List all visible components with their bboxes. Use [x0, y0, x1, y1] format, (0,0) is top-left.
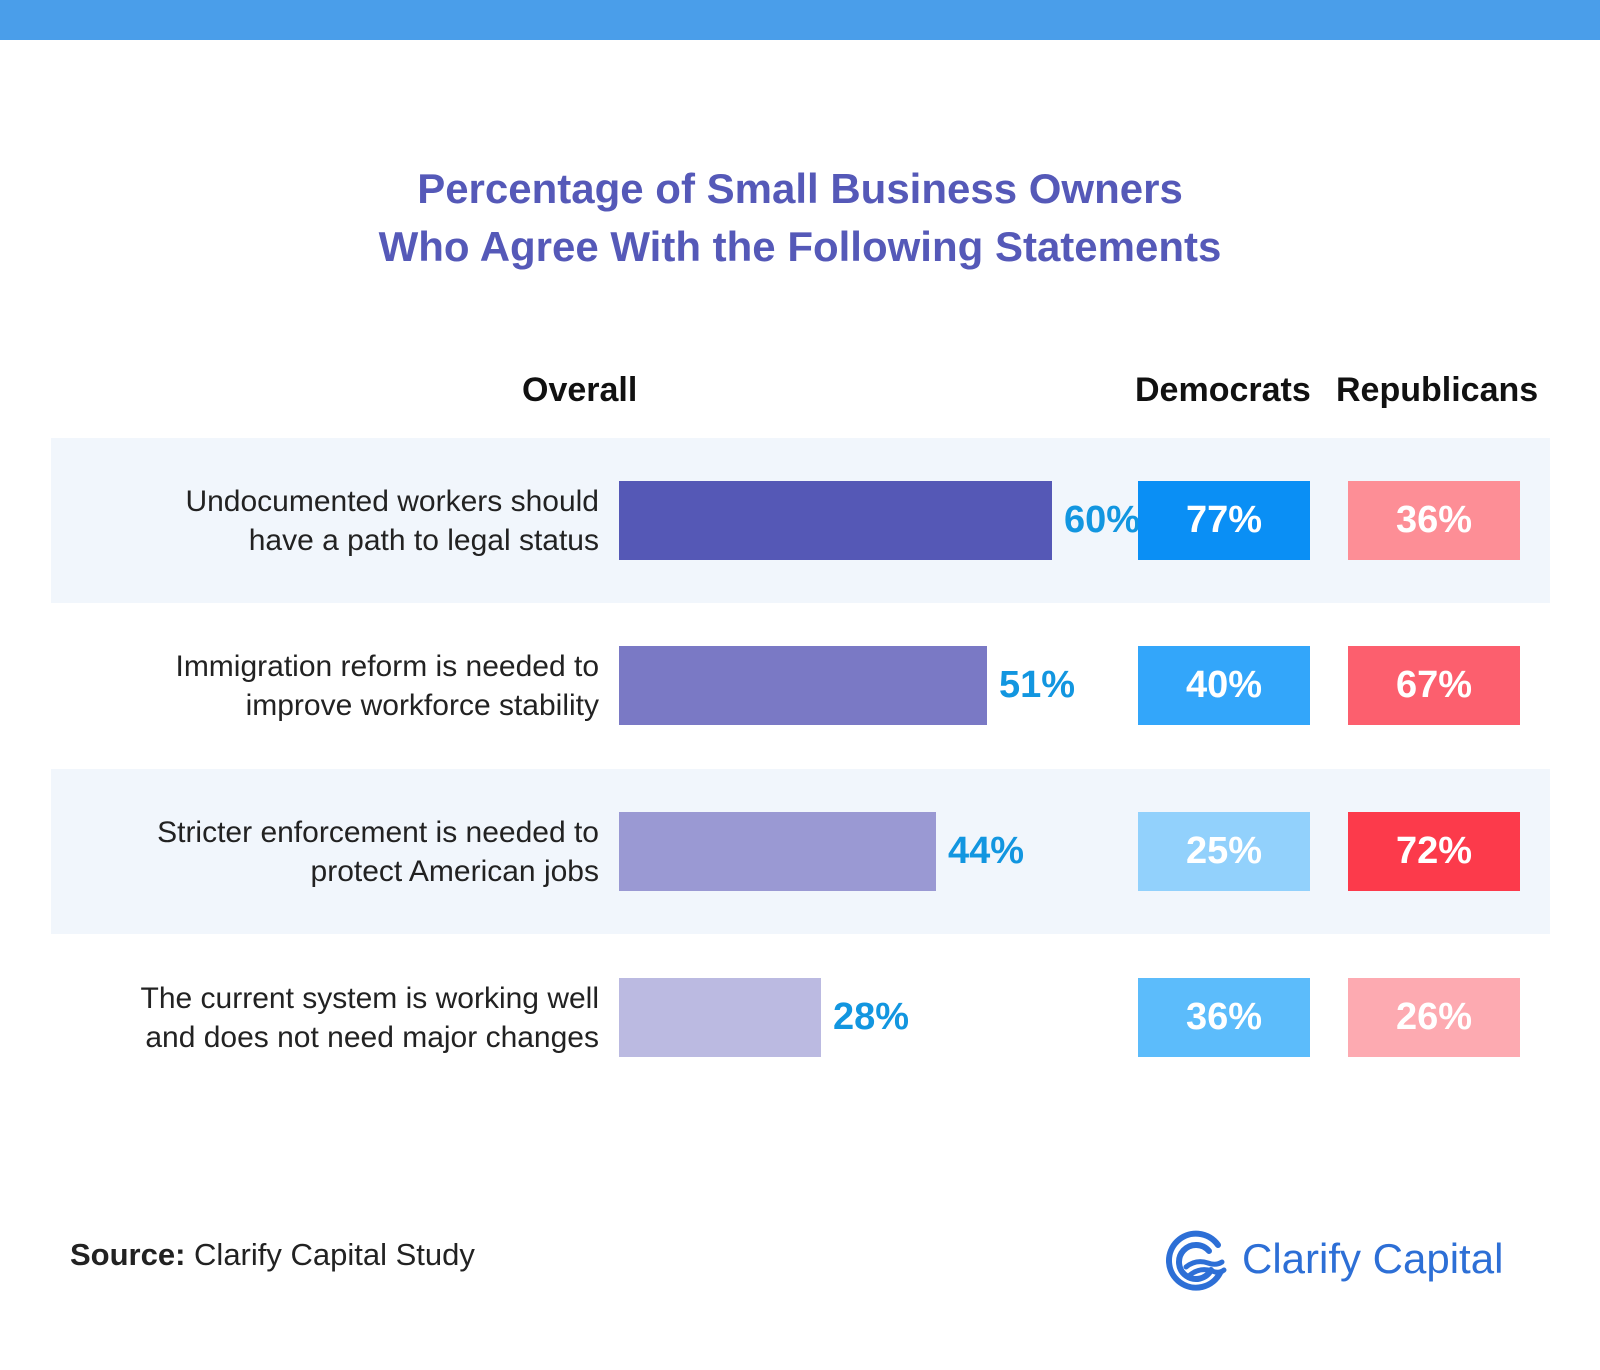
statement-row: The current system is working well and do… — [51, 935, 1550, 1100]
statement-label-line: improve workforce stability — [245, 689, 599, 722]
statement-label-line: Stricter enforcement is needed to — [157, 816, 599, 849]
democrats-value: 77% — [1138, 481, 1310, 560]
overall-value-label: 44% — [948, 830, 1025, 872]
republicans-value: 26% — [1348, 978, 1520, 1057]
republicans-value: 36% — [1348, 481, 1520, 560]
overall-bar — [619, 646, 987, 725]
logo-text: Clarify Capital — [1242, 1235, 1504, 1282]
clarify-logo-icon — [1166, 1230, 1227, 1291]
top-accent-bar — [0, 0, 1600, 40]
republicans-value: 67% — [1348, 646, 1520, 725]
statement-label: Immigration reform is needed to improve w… — [51, 647, 599, 725]
column-header-overall: Overall — [522, 371, 638, 409]
statement-label-line: protect American jobs — [310, 855, 599, 888]
statement-row: Immigration reform is needed to improve w… — [51, 603, 1550, 768]
source-text: Clarify Capital Study — [194, 1237, 475, 1272]
statement-label-line: and does not need major changes — [145, 1021, 599, 1054]
statement-label-line: Undocumented workers should — [185, 485, 599, 518]
democrats-value: 40% — [1138, 646, 1310, 725]
republicans-value: 72% — [1348, 812, 1520, 891]
column-header-republicans: Republicans — [1336, 371, 1539, 409]
democrats-value: 25% — [1138, 812, 1310, 891]
overall-bar — [619, 481, 1052, 560]
statement-row: Stricter enforcement is needed to protect… — [51, 769, 1550, 934]
overall-bar — [619, 812, 936, 891]
overall-bar — [619, 978, 821, 1057]
title-line-2: Who Agree With the Following Statements — [378, 223, 1222, 270]
statement-label-line: have a path to legal status — [248, 524, 599, 557]
statement-label: Undocumented workers should have a path t… — [51, 482, 599, 560]
statement-label-line: The current system is working well — [140, 982, 599, 1015]
democrats-value: 36% — [1138, 978, 1310, 1057]
source-note: Source: Clarify Capital Study — [70, 1237, 475, 1273]
overall-value-label: 51% — [999, 664, 1076, 706]
statement-label-line: Immigration reform is needed to — [175, 650, 599, 683]
statement-row: Undocumented workers should have a path t… — [51, 438, 1550, 603]
column-header-democrats: Democrats — [1135, 371, 1311, 409]
source-label: Source: — [70, 1237, 186, 1272]
brand-logo: Clarify Capital — [1164, 1227, 1544, 1293]
statement-label: Stricter enforcement is needed to protect… — [51, 813, 599, 891]
overall-value-label: 60% — [1064, 499, 1141, 541]
chart-title: Percentage of Small Business Owners Who … — [0, 160, 1600, 276]
title-line-1: Percentage of Small Business Owners — [417, 165, 1183, 212]
statement-label: The current system is working well and do… — [51, 979, 599, 1057]
overall-value-label: 28% — [833, 996, 910, 1038]
